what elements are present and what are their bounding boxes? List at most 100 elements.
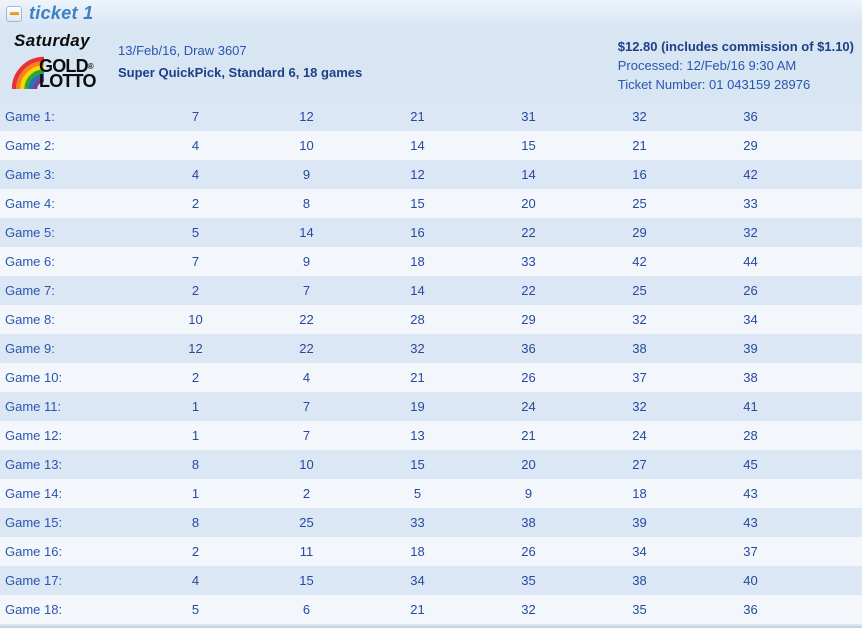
game-row: Game 14: 1 2 5 9 18 43 [0, 479, 862, 508]
game-number: 43 [743, 486, 758, 501]
game-number: 4 [191, 167, 200, 182]
price-text: $12.80 (includes commission of $1.10) [617, 39, 854, 54]
game-number: 22 [521, 283, 536, 298]
game-number: 25 [299, 515, 314, 530]
game-number: 42 [632, 254, 647, 269]
game-number: 14 [410, 283, 425, 298]
game-label: Game 17: [5, 573, 63, 588]
game-number: 22 [299, 341, 314, 356]
game-row: Game 9: 12 22 32 36 38 39 [0, 334, 862, 363]
game-label: Game 4: [5, 196, 55, 211]
game-number: 32 [743, 225, 758, 240]
game-number: 13 [410, 428, 425, 443]
game-row: Game 13: 8 10 15 20 27 45 [0, 450, 862, 479]
game-number: 45 [743, 457, 758, 472]
game-number: 31 [521, 109, 536, 124]
game-label: Game 2: [5, 138, 55, 153]
game-number: 12 [188, 341, 203, 356]
game-row: Game 15: 8 25 33 38 39 43 [0, 508, 862, 537]
game-number: 33 [743, 196, 758, 211]
game-number: 22 [299, 312, 314, 327]
game-number: 20 [521, 196, 536, 211]
game-number: 26 [743, 283, 758, 298]
game-number: 8 [191, 515, 200, 530]
collapse-minus-icon[interactable] [6, 5, 22, 22]
ticket-title: ticket 1 [29, 3, 94, 23]
logo-wordmark: GOLD® LOTTO [39, 56, 96, 91]
registered-mark: ® [87, 62, 94, 71]
processed-text: Processed: 12/Feb/16 9:30 AM [617, 58, 797, 73]
game-number: 12 [410, 167, 425, 182]
game-number: 32 [521, 602, 536, 617]
ticket-section-header: ticket 1 [0, 0, 862, 27]
minus-bar [9, 12, 19, 15]
ticket-number-text: Ticket Number: 01 043159 28976 [617, 77, 811, 92]
game-row: Game 6: 7 9 18 33 42 44 [0, 247, 862, 276]
game-number: 36 [743, 109, 758, 124]
game-number: 19 [410, 399, 425, 414]
game-number: 12 [299, 109, 314, 124]
game-label: Game 10: [5, 370, 63, 385]
game-number: 4 [191, 138, 200, 153]
game-number: 16 [632, 167, 647, 182]
game-number: 18 [410, 544, 425, 559]
game-row: Game 4: 2 8 15 20 25 33 [0, 189, 862, 218]
game-row: Game 5: 5 14 16 22 29 32 [0, 218, 862, 247]
game-row: Game 2: 4 10 14 15 21 29 [0, 131, 862, 160]
game-number: 2 [191, 283, 200, 298]
game-row: Game 10: 2 4 21 26 37 38 [0, 363, 862, 392]
game-number: 21 [410, 602, 425, 617]
game-label: Game 12: [5, 428, 63, 443]
game-label: Game 11: [5, 399, 62, 414]
game-number: 42 [743, 167, 758, 182]
game-number: 36 [743, 602, 758, 617]
game-number: 21 [410, 109, 425, 124]
game-number: 1 [191, 399, 200, 414]
game-row: Game 16: 2 11 18 26 34 37 [0, 537, 862, 566]
game-number: 6 [302, 602, 311, 617]
game-number: 21 [632, 138, 647, 153]
game-number: 2 [191, 370, 200, 385]
game-number: 7 [191, 109, 200, 124]
game-number: 7 [302, 428, 311, 443]
game-label: Game 7: [5, 283, 55, 298]
game-number: 1 [191, 428, 200, 443]
game-number: 9 [302, 167, 311, 182]
ticket-details: 13/Feb/16, Draw 3607 Super QuickPick, St… [118, 31, 362, 101]
game-number: 15 [521, 138, 536, 153]
game-number: 39 [632, 515, 647, 530]
game-number: 5 [191, 225, 200, 240]
game-number: 14 [521, 167, 536, 182]
game-row: Game 18: 5 6 21 32 35 36 [0, 595, 862, 624]
game-number: 43 [743, 515, 758, 530]
game-number: 10 [188, 312, 203, 327]
game-number: 26 [521, 544, 536, 559]
game-number: 24 [521, 399, 536, 414]
game-number: 21 [521, 428, 536, 443]
game-number: 38 [521, 515, 536, 530]
game-number: 15 [410, 457, 425, 472]
game-label: Game 14: [5, 486, 63, 501]
game-number: 18 [410, 254, 425, 269]
game-label: Game 1: [5, 109, 55, 124]
game-number: 28 [743, 428, 758, 443]
game-number: 44 [743, 254, 758, 269]
game-row: Game 17: 4 15 34 35 38 40 [0, 566, 862, 595]
game-number: 4 [191, 573, 200, 588]
game-number: 39 [743, 341, 758, 356]
game-label: Game 9: [5, 341, 55, 356]
logo-day-text: Saturday [14, 31, 90, 50]
game-number: 41 [743, 399, 758, 414]
game-number: 5 [413, 486, 422, 501]
game-number: 29 [743, 138, 758, 153]
game-number: 2 [302, 486, 311, 501]
game-number: 7 [302, 399, 311, 414]
game-number: 32 [632, 109, 647, 124]
game-number: 38 [743, 370, 758, 385]
game-number: 33 [521, 254, 536, 269]
game-number: 35 [632, 602, 647, 617]
game-number: 37 [632, 370, 647, 385]
game-number: 15 [410, 196, 425, 211]
game-number: 38 [632, 341, 647, 356]
